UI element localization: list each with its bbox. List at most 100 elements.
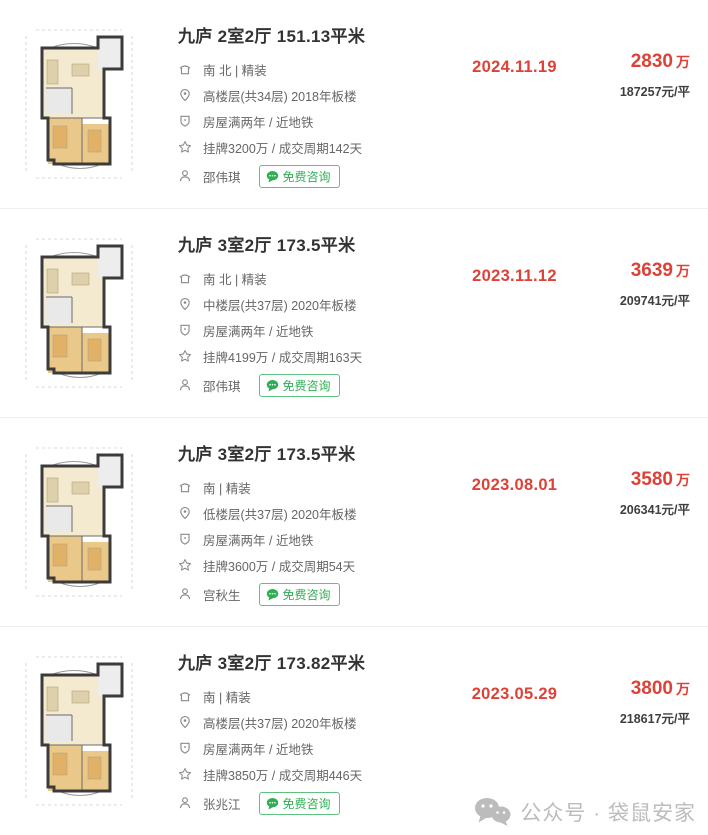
shield-icon bbox=[178, 741, 192, 755]
deal-date: 2023.08.01 bbox=[471, 476, 558, 494]
orientation-text: 南 | 精装 bbox=[203, 481, 251, 496]
listing-title[interactable]: 九庐 3室2厅 173.5平米 bbox=[178, 445, 356, 464]
orientation-row: 南 北 | 精装 bbox=[178, 56, 690, 82]
listing-info-column: 九庐 3室2厅 173.5平米 南 北 | 精装 中楼层(共37层) 2020年… bbox=[178, 235, 690, 403]
orientation-row: 南 | 精装 bbox=[178, 683, 690, 709]
person-icon bbox=[178, 169, 192, 183]
tags-text: 房屋满两年 / 近地铁 bbox=[203, 324, 314, 339]
location-pin-icon bbox=[178, 715, 192, 729]
star-icon bbox=[178, 558, 192, 572]
price-unit: 万 bbox=[676, 472, 690, 488]
orientation-text: 南 北 | 精装 bbox=[203, 272, 267, 287]
consult-label: 免费咨询 bbox=[282, 587, 331, 602]
floor-text: 高楼层(共34层) 2018年板楼 bbox=[203, 89, 357, 104]
listing-card[interactable]: 九庐 3室2厅 173.82平米 南 | 精装 高楼层(共37层) 2020年板… bbox=[0, 627, 708, 835]
floor-row: 低楼层(共37层) 2020年板楼 bbox=[178, 500, 690, 526]
location-pin-icon bbox=[178, 297, 192, 311]
star-icon bbox=[178, 767, 192, 781]
agent-row: 邵伟琪 免费咨询 bbox=[178, 372, 690, 398]
tags-row: 房屋满两年 / 近地铁 bbox=[178, 108, 690, 134]
floor-text: 高楼层(共37层) 2020年板楼 bbox=[203, 716, 357, 731]
consult-button[interactable]: 免费咨询 bbox=[258, 791, 340, 815]
agent-row: 张兆江 免费咨询 bbox=[178, 790, 690, 816]
home-icon bbox=[178, 62, 192, 76]
listing-info-text: 挂牌3850万 / 成交周期446天 bbox=[203, 768, 363, 783]
tags-row: 房屋满两年 / 近地铁 bbox=[178, 317, 690, 343]
watermark-text: 公众号 · 袋鼠安家 bbox=[520, 801, 696, 825]
unit-price: 206341元/平 bbox=[619, 503, 690, 517]
agent-name: 邵伟琪 bbox=[203, 170, 241, 185]
agent-row: 宫秋生 免费咨询 bbox=[178, 581, 690, 607]
price-block: 3639 万 209741元/平 bbox=[620, 261, 690, 309]
price-unit: 万 bbox=[676, 263, 690, 279]
listing-info-row: 挂牌4199万 / 成交周期163天 bbox=[178, 343, 690, 369]
consult-button[interactable]: 免费咨询 bbox=[258, 582, 340, 606]
shield-icon bbox=[178, 532, 192, 546]
listing-title[interactable]: 九庐 3室2厅 173.82平米 bbox=[178, 654, 366, 673]
consult-button[interactable]: 免费咨询 bbox=[258, 164, 340, 188]
listing-info-column: 九庐 3室2厅 173.5平米 南 | 精装 低楼层(共37层) 2020年板楼… bbox=[178, 444, 690, 612]
price-value: 3800 万 bbox=[630, 678, 690, 699]
wechat-icon bbox=[474, 796, 511, 827]
person-icon bbox=[178, 587, 192, 601]
listing-info-column: 九庐 3室2厅 173.82平米 南 | 精装 高楼层(共37层) 2020年板… bbox=[178, 653, 690, 821]
chat-bubble-icon bbox=[266, 588, 279, 601]
listing-info-text: 挂牌3600万 / 成交周期54天 bbox=[203, 559, 356, 574]
agent-row: 邵伟琪 免费咨询 bbox=[178, 163, 690, 189]
tags-text: 房屋满两年 / 近地铁 bbox=[203, 115, 314, 130]
shield-icon bbox=[178, 323, 192, 337]
consult-label: 免费咨询 bbox=[282, 796, 331, 811]
person-icon bbox=[178, 796, 192, 810]
agent-name: 宫秋生 bbox=[203, 588, 241, 603]
listing-info-text: 挂牌3200万 / 成交周期142天 bbox=[203, 141, 363, 156]
floorplan-image[interactable] bbox=[20, 444, 138, 600]
price-unit: 万 bbox=[676, 54, 690, 70]
orientation-row: 南 | 精装 bbox=[178, 474, 690, 500]
listing-card[interactable]: 九庐 3室2厅 173.5平米 南 | 精装 低楼层(共37层) 2020年板楼… bbox=[0, 418, 708, 627]
star-icon bbox=[178, 140, 192, 154]
listing-info-text: 挂牌4199万 / 成交周期163天 bbox=[203, 350, 363, 365]
price-value: 3580 万 bbox=[630, 469, 690, 490]
unit-price: 187257元/平 bbox=[619, 85, 690, 99]
location-pin-icon bbox=[178, 506, 192, 520]
home-icon bbox=[178, 271, 192, 285]
listing-info-row: 挂牌3600万 / 成交周期54天 bbox=[178, 552, 690, 578]
price-block: 2830 万 187257元/平 bbox=[620, 52, 690, 100]
deal-date: 2023.05.29 bbox=[471, 685, 558, 703]
chat-bubble-icon bbox=[266, 170, 279, 183]
consult-label: 免费咨询 bbox=[282, 169, 331, 184]
listing-info-row: 挂牌3850万 / 成交周期446天 bbox=[178, 761, 690, 787]
floor-row: 中楼层(共37层) 2020年板楼 bbox=[178, 291, 690, 317]
floorplan-image[interactable] bbox=[20, 235, 138, 391]
orientation-text: 南 北 | 精装 bbox=[203, 63, 267, 78]
consult-button[interactable]: 免费咨询 bbox=[258, 373, 340, 397]
floor-text: 中楼层(共37层) 2020年板楼 bbox=[203, 298, 357, 313]
listing-title[interactable]: 九庐 2室2厅 151.13平米 bbox=[178, 27, 366, 46]
home-icon bbox=[178, 689, 192, 703]
price-value: 2830 万 bbox=[630, 51, 690, 72]
listing-title[interactable]: 九庐 3室2厅 173.5平米 bbox=[178, 236, 356, 255]
tags-text: 房屋满两年 / 近地铁 bbox=[203, 533, 314, 548]
tags-text: 房屋满两年 / 近地铁 bbox=[203, 742, 314, 757]
location-pin-icon bbox=[178, 88, 192, 102]
price-value: 3639 万 bbox=[630, 260, 690, 281]
tags-row: 房屋满两年 / 近地铁 bbox=[178, 526, 690, 552]
floor-text: 低楼层(共37层) 2020年板楼 bbox=[203, 507, 357, 522]
orientation-text: 南 | 精装 bbox=[203, 690, 251, 705]
listing-card[interactable]: 九庐 2室2厅 151.13平米 南 北 | 精装 高楼层(共34层) 2018… bbox=[0, 0, 708, 209]
tags-row: 房屋满两年 / 近地铁 bbox=[178, 735, 690, 761]
orientation-row: 南 北 | 精装 bbox=[178, 265, 690, 291]
floor-row: 高楼层(共34层) 2018年板楼 bbox=[178, 82, 690, 108]
star-icon bbox=[178, 349, 192, 363]
home-icon bbox=[178, 480, 192, 494]
floorplan-image[interactable] bbox=[20, 26, 138, 182]
agent-name: 张兆江 bbox=[203, 797, 241, 812]
floorplan-image[interactable] bbox=[20, 653, 138, 809]
agent-name: 邵伟琪 bbox=[203, 379, 241, 394]
deal-date: 2024.11.19 bbox=[472, 58, 557, 76]
price-unit: 万 bbox=[676, 681, 690, 697]
deal-date: 2023.11.12 bbox=[472, 267, 557, 285]
listing-card[interactable]: 九庐 3室2厅 173.5平米 南 北 | 精装 中楼层(共37层) 2020年… bbox=[0, 209, 708, 418]
listing-info-row: 挂牌3200万 / 成交周期142天 bbox=[178, 134, 690, 160]
